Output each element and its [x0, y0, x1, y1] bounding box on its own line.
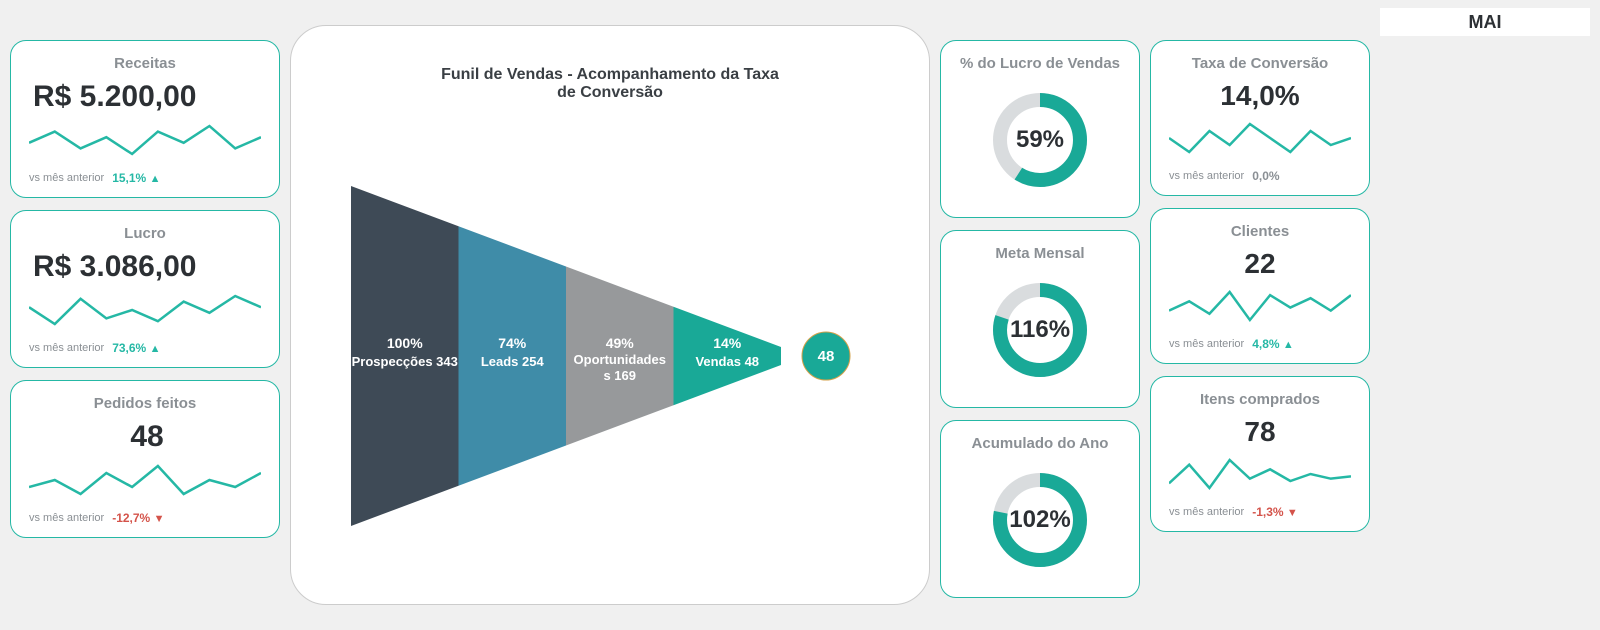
right-kpi-column: Taxa de Conversão 14,0% vs mês anterior … [1150, 40, 1370, 532]
funnel-title: Funil de Vendas - Acompanhamento da Taxa… [430, 66, 790, 102]
sparkline [1169, 286, 1351, 326]
svg-text:s 169: s 169 [603, 368, 636, 383]
funnel-chart: 100% Prospecções 343 74% Leads 254 49%Oportu… [351, 186, 891, 566]
kpi-card-receitas: Receitas R$ 5.200,00 vs mês anterior 15,… [10, 40, 280, 198]
donut-card-acumulado: Acumulado do Ano 102% [940, 420, 1140, 598]
svg-text:14%: 14% [713, 335, 742, 351]
donut-title: Meta Mensal [959, 245, 1121, 262]
kpi-value: 48 [29, 420, 261, 454]
kpi-title: Pedidos feitos [29, 395, 261, 412]
svg-text:Oportunidades: Oportunidades [574, 352, 666, 367]
donut-title: % do Lucro de Vendas [959, 55, 1121, 72]
kpi-card-taxa-conversao: Taxa de Conversão 14,0% vs mês anterior … [1150, 40, 1370, 196]
kpi-card-pedidos: Pedidos feitos 48 vs mês anterior -12,7%… [10, 380, 280, 538]
kpi-title: Lucro [29, 225, 261, 242]
down-arrow-icon: ▼ [154, 513, 165, 525]
donut-column: % do Lucro de Vendas 59% Meta Mensal 116… [940, 40, 1140, 598]
compare-value: 0,0% [1252, 169, 1279, 183]
svg-text:49%: 49% [606, 335, 635, 351]
compare-value: -12,7% ▼ [112, 511, 164, 525]
sparkline [1169, 118, 1351, 158]
donut-chart: 102% [959, 460, 1121, 580]
svg-text:74%: 74% [498, 335, 527, 351]
kpi-card-clientes: Clientes 22 vs mês anterior 4,8% ▲ [1150, 208, 1370, 364]
compare-label: vs mês anterior [1169, 338, 1244, 350]
donut-card-lucro-vendas: % do Lucro de Vendas 59% [940, 40, 1140, 218]
compare-label: vs mês anterior [29, 342, 104, 354]
kpi-value: R$ 3.086,00 [29, 250, 261, 284]
kpi-title: Receitas [29, 55, 261, 72]
up-arrow-icon: ▲ [150, 173, 161, 185]
kpi-value: 78 [1169, 416, 1351, 448]
sparkline [29, 120, 261, 160]
compare-value: -1,3% ▼ [1252, 505, 1298, 519]
donut-value: 116% [1010, 316, 1070, 344]
kpi-title: Taxa de Conversão [1169, 55, 1351, 72]
donut-card-meta-mensal: Meta Mensal 116% [940, 230, 1140, 408]
kpi-title: Clientes [1169, 223, 1351, 240]
donut-value: 102% [1009, 506, 1070, 534]
kpi-value: 22 [1169, 248, 1351, 280]
donut-chart: 59% [959, 80, 1121, 200]
svg-text:100%: 100% [387, 335, 423, 351]
donut-chart: 116% [959, 270, 1121, 390]
donut-title: Acumulado do Ano [959, 435, 1121, 452]
kpi-card-lucro: Lucro R$ 3.086,00 vs mês anterior 73,6% … [10, 210, 280, 368]
svg-text:Vendas 48: Vendas 48 [695, 354, 759, 369]
kpi-card-itens-comprados: Itens comprados 78 vs mês anterior -1,3%… [1150, 376, 1370, 532]
svg-text:48: 48 [818, 348, 835, 365]
svg-text:Leads 254: Leads 254 [481, 354, 545, 369]
sparkline [1169, 454, 1351, 494]
compare-label: vs mês anterior [29, 512, 104, 524]
kpi-compare: vs mês anterior 0,0% [1169, 169, 1351, 183]
compare-label: vs mês anterior [1169, 506, 1244, 518]
kpi-value: 14,0% [1169, 80, 1351, 112]
funnel-panel: Funil de Vendas - Acompanhamento da Taxa… [290, 25, 930, 605]
up-arrow-icon: ▲ [1283, 339, 1294, 351]
donut-value: 59% [1016, 126, 1064, 154]
kpi-compare: vs mês anterior 73,6% ▲ [29, 341, 261, 355]
kpi-compare: vs mês anterior -12,7% ▼ [29, 511, 261, 525]
kpi-compare: vs mês anterior -1,3% ▼ [1169, 505, 1351, 519]
sparkline [29, 460, 261, 500]
kpi-compare: vs mês anterior 4,8% ▲ [1169, 337, 1351, 351]
compare-value: 73,6% ▲ [112, 341, 160, 355]
kpi-value: R$ 5.200,00 [29, 80, 261, 114]
compare-label: vs mês anterior [1169, 170, 1244, 182]
month-badge: MAI [1380, 8, 1590, 36]
compare-value: 15,1% ▲ [112, 171, 160, 185]
sparkline [29, 290, 261, 330]
up-arrow-icon: ▲ [150, 343, 161, 355]
kpi-compare: vs mês anterior 15,1% ▲ [29, 171, 261, 185]
compare-label: vs mês anterior [29, 172, 104, 184]
left-kpi-column: Receitas R$ 5.200,00 vs mês anterior 15,… [10, 40, 280, 538]
kpi-title: Itens comprados [1169, 391, 1351, 408]
down-arrow-icon: ▼ [1287, 507, 1298, 519]
compare-value: 4,8% ▲ [1252, 337, 1294, 351]
svg-text:Prospecções 343: Prospecções 343 [352, 354, 458, 369]
